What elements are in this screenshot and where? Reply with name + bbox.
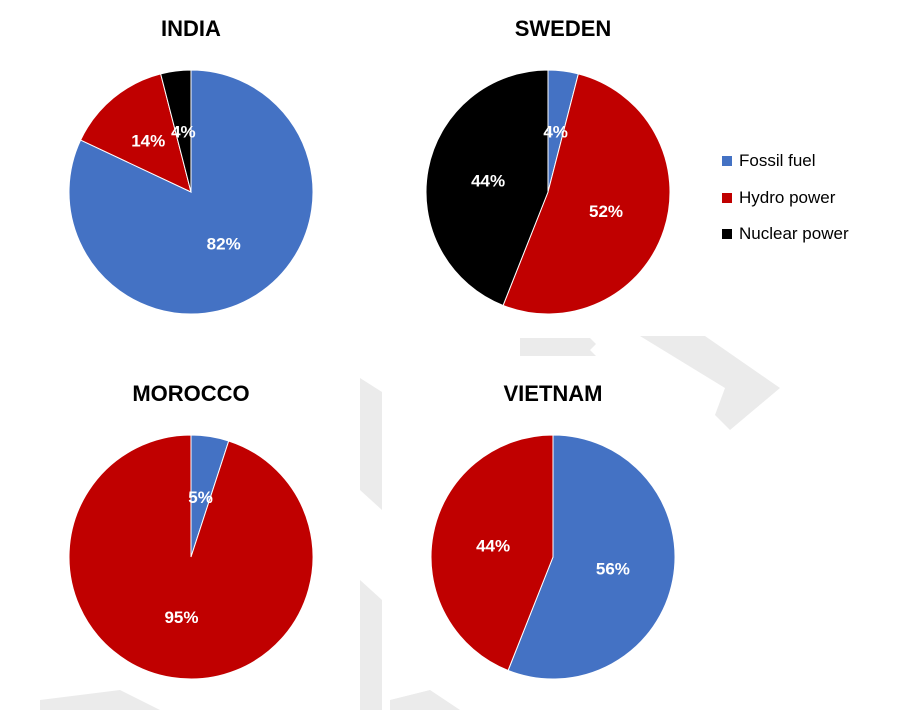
legend-item-nuclear-power: Nuclear power (722, 216, 849, 253)
legend-label: Nuclear power (739, 224, 849, 244)
data-label-india-hydro-power: 14% (131, 131, 165, 150)
data-label-vietnam-hydro-power: 44% (476, 537, 510, 556)
pie-slice-vietnam-fossil-fuel (507, 434, 676, 680)
legend-label: Hydro power (739, 187, 836, 207)
pie-india: 82% 14% 4% (68, 69, 314, 315)
data-label-sweden-nuclear-power: 44% (471, 172, 505, 191)
chart-title-sweden: SWEDEN (514, 16, 612, 41)
data-label-morocco-hydro-power: 95% (164, 608, 198, 627)
data-label-sweden-fossil-fuel: 4% (543, 122, 568, 141)
data-label-morocco-fossil-fuel: 5% (188, 488, 213, 507)
pie-slice-morocco-hydro-power (68, 434, 314, 680)
pie-vietnam: 56% 44% (430, 434, 676, 680)
legend-swatch (722, 156, 732, 167)
legend-item-fossil-fuel: Fossil fuel (722, 143, 849, 180)
legend-item-hydro-power: Hydro power (722, 180, 849, 217)
data-label-india-fossil-fuel: 82% (207, 235, 241, 254)
pie-slice-vietnam-hydro-power (430, 434, 554, 672)
legend-swatch (722, 229, 732, 240)
pie-slice-india-nuclear-power (160, 69, 192, 193)
pie-slice-india-hydro-power (79, 73, 192, 193)
pie-sweden: 4% 52% 44% (425, 69, 671, 315)
legend: Fossil fuel Hydro power Nuclear power (722, 143, 849, 253)
data-label-vietnam-fossil-fuel: 56% (596, 559, 630, 578)
pie-slice-sweden-nuclear-power (425, 69, 549, 307)
chart-title-vietnam: VIETNAM (503, 381, 603, 406)
legend-label: Fossil fuel (739, 151, 816, 171)
chart-title-morocco: MOROCCO (132, 381, 250, 406)
legend-swatch (722, 192, 732, 203)
data-label-india-nuclear-power: 4% (171, 122, 196, 141)
pie-morocco: 5% 95% (68, 434, 314, 680)
data-label-sweden-hydro-power: 52% (589, 202, 623, 221)
pie-slice-sweden-hydro-power (502, 73, 671, 315)
chart-title-india: INDIA (161, 16, 221, 41)
